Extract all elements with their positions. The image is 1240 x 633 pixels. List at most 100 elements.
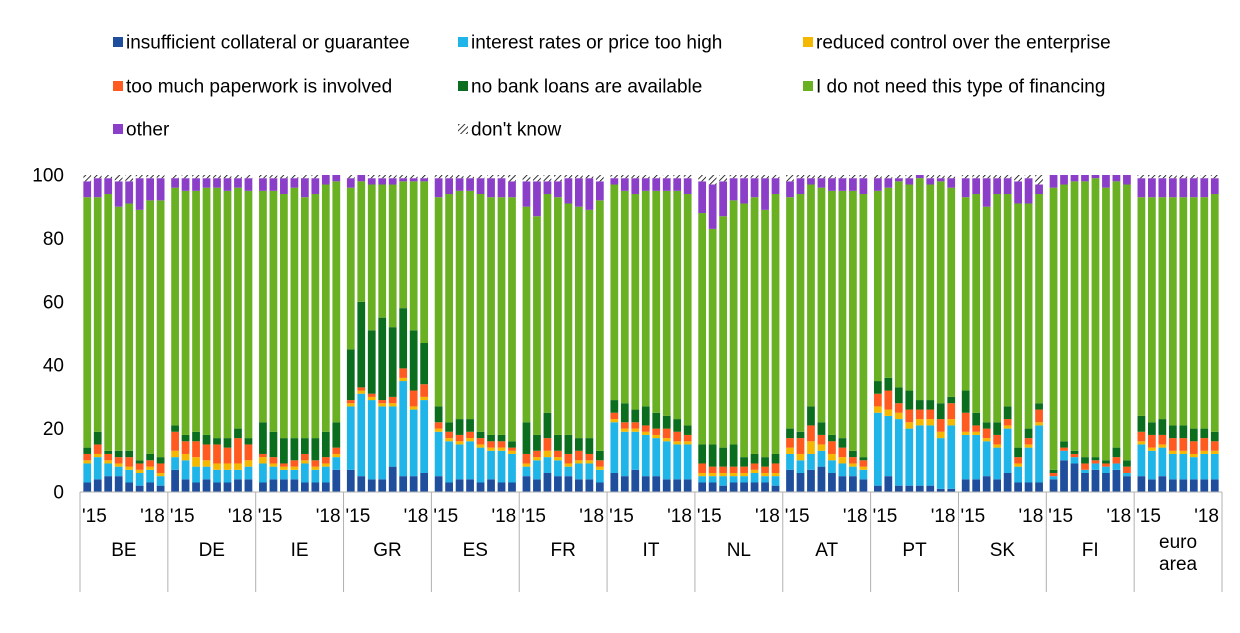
bar-sk-7-i-do-not-need-this-type-of-financing bbox=[1024, 203, 1033, 429]
bar-it-6-insufficient-collateral-or-guarantee bbox=[662, 479, 671, 492]
bar-it-3-reduced-control-over-the-enterprise bbox=[631, 428, 640, 432]
bar-nl-5-i-do-not-need-this-type-of-financing bbox=[740, 203, 748, 458]
legend-swatch-no-bank-loans-are-available bbox=[458, 81, 468, 91]
bar-ie-7-i-do-not-need-this-type-of-financing bbox=[321, 184, 330, 432]
bar-de-2-too-much-paperwork-is-involved bbox=[181, 441, 190, 454]
bar-pt-8-insufficient-collateral-or-guarantee bbox=[947, 488, 956, 492]
bar-nl-3-interest-rates-or-price-too-high bbox=[719, 476, 728, 486]
bar-at-3-too-much-paperwork-is-involved bbox=[807, 425, 815, 442]
bar-be-6-i-do-not-need-this-type-of-financing bbox=[135, 209, 144, 461]
bar-gr-1-insufficient-collateral-or-guarantee bbox=[346, 469, 355, 492]
x-tick-label-it-start: '15 bbox=[609, 506, 634, 527]
bar-es-7-other bbox=[497, 178, 506, 198]
bar-at-4-reduced-control-over-the-enterprise bbox=[817, 444, 826, 451]
legend-label-interest-rates-or-price-too-high: interest rates or price too high bbox=[471, 33, 722, 54]
bar-at-4-no-bank-loans-are-available bbox=[817, 422, 826, 435]
bar-es-5-i-do-not-need-this-type-of-financing bbox=[476, 194, 485, 432]
bar-fr-5-reduced-control-over-the-enterprise bbox=[564, 463, 573, 467]
bar-at-5-don-t-know bbox=[828, 175, 836, 179]
bar-es-5-too-much-paperwork-is-involved bbox=[476, 438, 485, 445]
bar-es-2-i-do-not-need-this-type-of-financing bbox=[445, 194, 453, 423]
bar-es-8-no-bank-loans-are-available bbox=[508, 441, 516, 448]
bar-nl-4-too-much-paperwork-is-involved bbox=[729, 466, 738, 473]
bar-nl-8-don-t-know bbox=[771, 175, 780, 179]
bar-be-4-other bbox=[114, 181, 123, 207]
bar-euro-area-5-i-do-not-need-this-type-of-financing bbox=[1179, 197, 1188, 426]
bar-ie-5-reduced-control-over-the-enterprise bbox=[300, 460, 309, 464]
x-tick-label-at-end: '18 bbox=[843, 506, 868, 527]
bar-at-4-i-do-not-need-this-type-of-financing bbox=[817, 187, 826, 423]
bar-es-3-interest-rates-or-price-too-high bbox=[455, 444, 464, 480]
bar-de-7-interest-rates-or-price-too-high bbox=[234, 469, 242, 480]
bar-es-3-i-do-not-need-this-type-of-financing bbox=[455, 190, 464, 420]
bar-ie-8-too-much-paperwork-is-involved bbox=[332, 447, 341, 454]
bar-at-3-no-bank-loans-are-available bbox=[807, 406, 815, 426]
bar-fr-6-insufficient-collateral-or-guarantee bbox=[575, 479, 583, 492]
bar-euro-area-2-no-bank-loans-are-available bbox=[1148, 422, 1156, 435]
bar-be-2-don-t-know bbox=[93, 175, 102, 179]
bar-nl-4-no-bank-loans-are-available bbox=[729, 444, 738, 467]
bar-fi-3-insufficient-collateral-or-guarantee bbox=[1070, 463, 1079, 492]
bar-fi-3-other bbox=[1070, 175, 1079, 182]
bar-it-6-i-do-not-need-this-type-of-financing bbox=[662, 190, 671, 416]
bar-pt-1-no-bank-loans-are-available bbox=[873, 381, 882, 394]
bar-gr-5-insufficient-collateral-or-guarantee bbox=[388, 466, 397, 492]
bar-sk-3-i-do-not-need-this-type-of-financing bbox=[982, 206, 991, 423]
bar-gr-4-other bbox=[378, 178, 387, 185]
bar-at-6-i-do-not-need-this-type-of-financing bbox=[838, 190, 847, 439]
bar-fi-4-no-bank-loans-are-available bbox=[1081, 457, 1089, 464]
bar-ie-2-reduced-control-over-the-enterprise bbox=[269, 463, 278, 467]
bar-gr-6-insufficient-collateral-or-guarantee bbox=[399, 476, 408, 492]
bar-es-3-insufficient-collateral-or-guarantee bbox=[455, 479, 464, 492]
bar-sk-2-reduced-control-over-the-enterprise bbox=[972, 431, 981, 435]
bar-be-1-no-bank-loans-are-available bbox=[83, 447, 92, 454]
bar-pt-5-reduced-control-over-the-enterprise bbox=[915, 419, 924, 426]
bar-fr-5-other bbox=[564, 178, 573, 204]
bar-be-7-insufficient-collateral-or-guarantee bbox=[146, 482, 155, 492]
bar-ie-6-interest-rates-or-price-too-high bbox=[311, 469, 320, 483]
bar-fi-7-interest-rates-or-price-too-high bbox=[1112, 463, 1121, 470]
bar-it-3-i-do-not-need-this-type-of-financing bbox=[631, 194, 640, 410]
bar-pt-5-i-do-not-need-this-type-of-financing bbox=[915, 178, 924, 401]
bar-de-7-reduced-control-over-the-enterprise bbox=[234, 463, 242, 470]
bar-de-7-too-much-paperwork-is-involved bbox=[234, 438, 242, 464]
bar-euro-area-2-don-t-know bbox=[1148, 175, 1156, 179]
bar-gr-6-too-much-paperwork-is-involved bbox=[399, 368, 408, 378]
bar-fr-6-interest-rates-or-price-too-high bbox=[575, 463, 583, 480]
bar-ie-4-no-bank-loans-are-available bbox=[290, 438, 299, 461]
bar-ie-5-no-bank-loans-are-available bbox=[300, 438, 309, 454]
y-tick-label-60: 60 bbox=[43, 292, 64, 313]
bar-nl-1-interest-rates-or-price-too-high bbox=[698, 476, 707, 483]
bar-pt-2-reduced-control-over-the-enterprise bbox=[884, 409, 893, 416]
bar-gr-1-no-bank-loans-are-available bbox=[346, 349, 355, 401]
bar-be-1-i-do-not-need-this-type-of-financing bbox=[83, 197, 92, 448]
bar-nl-4-other bbox=[729, 178, 738, 201]
bar-de-4-no-bank-loans-are-available bbox=[202, 434, 211, 445]
bar-it-2-too-much-paperwork-is-involved bbox=[620, 422, 629, 429]
bar-sk-3-insufficient-collateral-or-guarantee bbox=[982, 476, 991, 492]
bar-at-7-reduced-control-over-the-enterprise bbox=[849, 463, 857, 467]
bar-nl-4-interest-rates-or-price-too-high bbox=[729, 476, 738, 483]
bar-euro-area-3-interest-rates-or-price-too-high bbox=[1158, 447, 1167, 477]
bar-it-5-i-do-not-need-this-type-of-financing bbox=[652, 190, 661, 413]
bar-gr-1-interest-rates-or-price-too-high bbox=[346, 406, 355, 470]
legend-swatch-reduced-control-over-the-enterprise bbox=[803, 37, 813, 47]
bar-gr-2-interest-rates-or-price-too-high bbox=[357, 393, 366, 477]
bar-euro-area-3-no-bank-loans-are-available bbox=[1158, 419, 1167, 435]
bar-de-8-i-do-not-need-this-type-of-financing bbox=[244, 190, 253, 439]
bar-at-8-don-t-know bbox=[859, 175, 868, 179]
bar-fr-8-i-do-not-need-this-type-of-financing bbox=[595, 200, 604, 451]
bar-fr-5-insufficient-collateral-or-guarantee bbox=[564, 476, 573, 492]
bar-fi-5-i-do-not-need-this-type-of-financing bbox=[1091, 178, 1100, 458]
bar-fi-2-i-do-not-need-this-type-of-financing bbox=[1060, 184, 1068, 442]
bar-de-6-too-much-paperwork-is-involved bbox=[223, 447, 232, 464]
bar-pt-6-no-bank-loans-are-available bbox=[926, 400, 935, 410]
bar-de-3-no-bank-loans-are-available bbox=[192, 431, 200, 442]
bar-at-8-insufficient-collateral-or-guarantee bbox=[859, 479, 868, 492]
bar-be-5-no-bank-loans-are-available bbox=[125, 450, 134, 458]
bar-euro-area-4-interest-rates-or-price-too-high bbox=[1168, 453, 1177, 480]
bar-be-7-don-t-know bbox=[146, 175, 155, 179]
bar-gr-7-too-much-paperwork-is-involved bbox=[409, 390, 418, 407]
bar-sk-3-other bbox=[982, 178, 991, 207]
bar-ie-7-reduced-control-over-the-enterprise bbox=[321, 463, 330, 467]
